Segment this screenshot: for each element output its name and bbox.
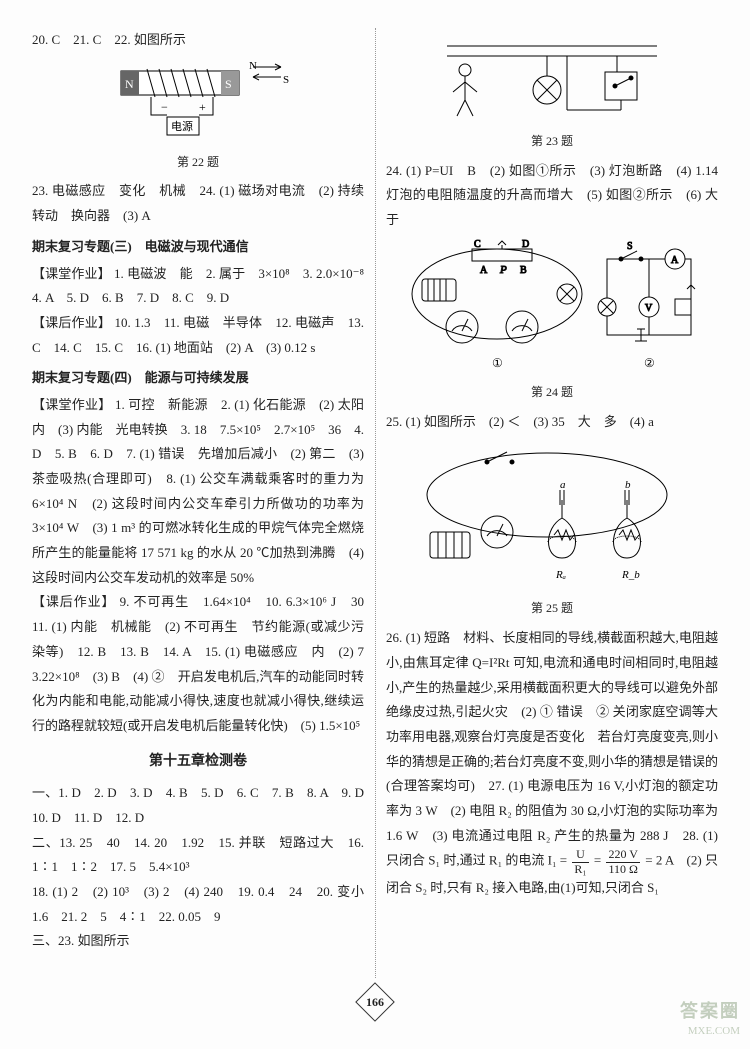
chapter15-sec1: 一、1. D 2. D 3. D 4. B 5. D 6. C 7. B 8. … xyxy=(32,781,364,830)
fig24-caption: 第 24 题 xyxy=(386,381,718,404)
battery-label: 电源 xyxy=(171,119,193,133)
figure-22: N S N S − + 电源 xyxy=(32,59,364,174)
section3-title: 期末复习专题(三) 电磁波与现代通信 xyxy=(32,235,364,260)
chapter15-sec2: 二、13. 25 40 14. 20 1.92 15. 并联 短路过大 16. … xyxy=(32,831,364,880)
watermark: 答案圈 MXE.COM xyxy=(680,1000,740,1038)
fig25-caption: 第 25 题 xyxy=(386,597,718,620)
section4-classwork: 【课堂作业】 1. 可控 新能源 2. (1) 化石能源 (2) 太阳 内 (3… xyxy=(32,393,364,591)
watermark-line2: MXE.COM xyxy=(680,1024,740,1038)
figure-24: C D P A B ① xyxy=(386,239,718,404)
s-label: S xyxy=(283,74,289,86)
line26-text-a: 26. (1) 短路 材料、长度相同的导线,横截面积越大,电阻越小,由焦耳定律 … xyxy=(386,630,718,868)
svg-text:a: a xyxy=(560,479,566,491)
svg-text:A: A xyxy=(480,265,488,276)
section4-homework: 【课后作业】 9. 不可再生 1.64×10⁴ 10. 6.3×10⁶ J 30… xyxy=(32,590,364,738)
svg-text:C: C xyxy=(474,239,481,250)
watermark-line1: 答案圈 xyxy=(680,1000,740,1023)
svg-text:V: V xyxy=(645,303,653,314)
svg-text:②: ② xyxy=(644,356,655,370)
fraction-u-r1: U R₁ xyxy=(570,848,590,875)
svg-text:R_b: R_b xyxy=(621,569,640,581)
svg-text:Rₐ: Rₐ xyxy=(555,569,566,581)
fig22-caption: 第 22 题 xyxy=(32,151,364,174)
fraction-220-110: 220 V 110 Ω xyxy=(604,848,641,875)
page-footer: 166 xyxy=(32,988,718,1016)
svg-text:+: + xyxy=(199,100,206,114)
line-24: 24. (1) P=UI B (2) 如图①所示 (3) 灯泡断路 (4) 1.… xyxy=(386,159,718,233)
svg-text:①: ① xyxy=(492,356,503,370)
svg-text:P: P xyxy=(499,264,507,276)
svg-text:S: S xyxy=(627,241,633,252)
line-20-22: 20. C 21. C 22. 如图所示 xyxy=(32,28,364,53)
svg-text:b: b xyxy=(625,479,631,491)
page-number: 166 xyxy=(366,989,384,1015)
line-23-24: 23. 电磁感应 变化 机械 24. (1) 磁场对电流 (2) 持续转动 换向… xyxy=(32,179,364,228)
line-25: 25. (1) 如图所示 (2) ＜ (3) 35 大 多 (4) a xyxy=(386,410,718,435)
chapter15-title: 第十五章检测卷 xyxy=(32,749,364,776)
svg-text:−: − xyxy=(161,100,168,114)
svg-text:A: A xyxy=(671,255,679,266)
figure-23: 第 23 题 xyxy=(386,28,718,153)
svg-text:S: S xyxy=(225,77,232,91)
line-18-22: 18. (1) 2 (2) 10³ (3) 2 (4) 240 19. 0.4 … xyxy=(32,880,364,929)
section3-classwork: 【课堂作业】 1. 电磁波 能 2. 属于 3×10⁸ 3. 2.0×10⁻⁸ … xyxy=(32,262,364,311)
figure-25: a b Rₐ R_b 第 25 题 xyxy=(386,440,718,620)
section4-title: 期末复习专题(四) 能源与可持续发展 xyxy=(32,366,364,391)
svg-text:B: B xyxy=(520,265,527,276)
line-26-28: 26. (1) 短路 材料、长度相同的导线,横截面积越大,电阻越小,由焦耳定律 … xyxy=(386,626,718,900)
svg-text:N: N xyxy=(125,77,134,91)
section3-homework: 【课后作业】 10. 1.3 11. 电磁 半导体 12. 电磁声 13. C … xyxy=(32,311,364,360)
svg-text:D: D xyxy=(522,239,529,250)
section3-23: 三、23. 如图所示 xyxy=(32,929,364,954)
fig23-caption: 第 23 题 xyxy=(386,130,718,153)
n-label: N xyxy=(249,60,257,72)
page-number-diamond: 166 xyxy=(355,982,395,1022)
